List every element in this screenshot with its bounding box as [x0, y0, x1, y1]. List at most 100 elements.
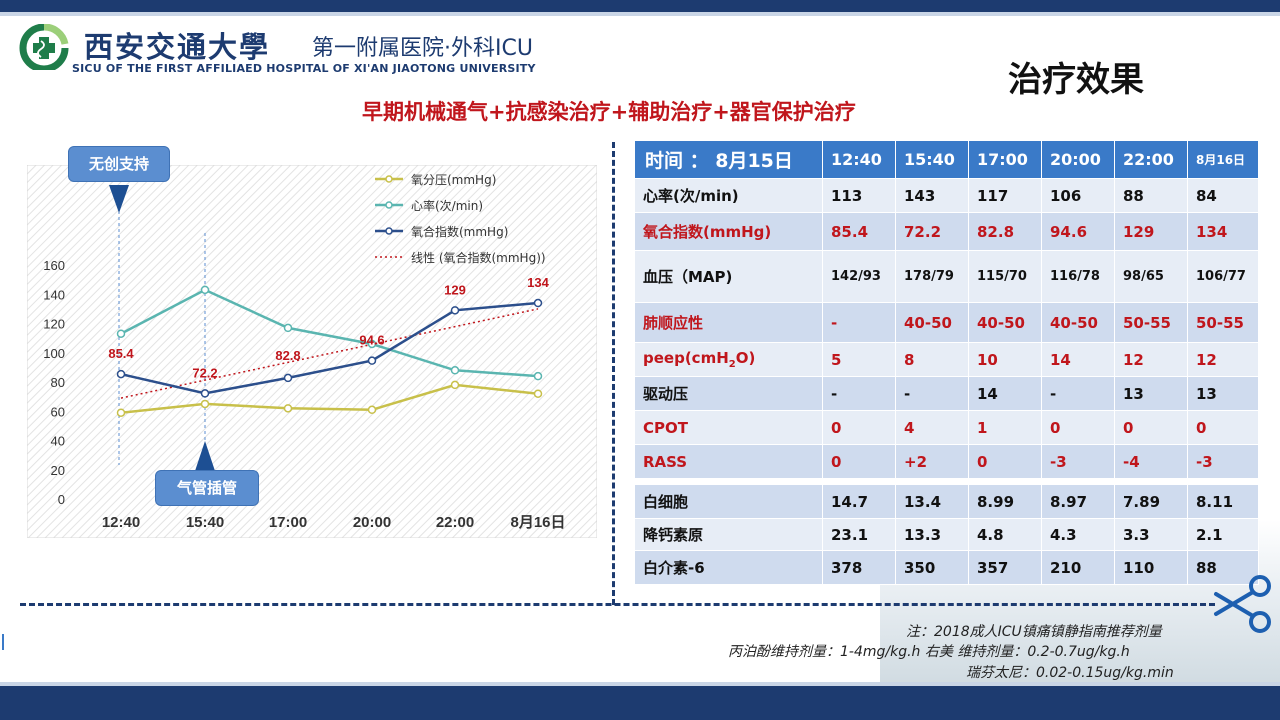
data-label: 129	[444, 282, 466, 297]
table-cell: 350	[895, 550, 969, 585]
table-row: 氧合指数(mmHg) 85.4 72.2 82.8 94.6 129 134	[634, 212, 1259, 251]
table-cell: RASS	[634, 444, 823, 479]
data-point	[200, 399, 210, 409]
table-cell: 115/70	[968, 250, 1042, 303]
table-cell: peep(cmH2O)	[634, 342, 823, 377]
bottom-bar	[0, 686, 1280, 720]
horizontal-divider	[20, 603, 1215, 606]
table-cell: 白细胞	[634, 484, 823, 519]
x-tick-label: 15:40	[186, 514, 224, 531]
table-cell: 129	[1114, 212, 1188, 251]
series-line-2	[120, 301, 539, 395]
data-point	[116, 329, 126, 338]
data-point	[116, 408, 126, 417]
top-stripe	[0, 12, 1280, 16]
table-cell: 8	[895, 342, 969, 377]
x-tick-label: 8月16日	[510, 514, 565, 531]
table-cell: 23.1	[822, 518, 896, 551]
table-row: 降钙素原 23.1 13.3 4.8 4.3 3.3 2.1	[634, 518, 1259, 551]
table-cell: 210	[1041, 550, 1115, 585]
table-cell: 106	[1041, 178, 1115, 213]
table-cell: 氧合指数(mmHg)	[634, 212, 823, 251]
table-cell: 8.11	[1187, 484, 1259, 519]
event-arrow-down	[109, 185, 129, 213]
table-cell: 4	[895, 410, 969, 445]
table-cell: 94.6	[1041, 212, 1115, 251]
table-cell: 4.8	[968, 518, 1042, 551]
y-tick-label: 160	[43, 258, 65, 273]
table-cell: 心率(次/min)	[634, 178, 823, 213]
table-cell: 178/79	[895, 250, 969, 303]
table-header-cell: 时间 ： 8月15日	[634, 140, 823, 179]
table-row: 心率(次/min) 113 143 117 106 88 84	[634, 178, 1259, 213]
data-point	[116, 369, 126, 379]
peep-subscript: 2	[728, 359, 736, 370]
y-tick-label: 120	[43, 317, 65, 332]
data-point	[367, 405, 377, 415]
legend-label: 线性 (氧合指数(mmHg))	[411, 250, 546, 265]
table-cell: 3.3	[1114, 518, 1188, 551]
table-row: CPOT 0 4 1 0 0 0	[634, 410, 1259, 445]
x-tick-label: 12:40	[102, 514, 140, 531]
x-tick-label: 17:00	[269, 514, 307, 531]
table-cell: 84	[1187, 178, 1259, 213]
table-cell: 4.3	[1041, 518, 1115, 551]
page-title: 治疗效果	[1008, 60, 1144, 100]
table-cell: 降钙素原	[634, 518, 823, 551]
peep-label: peep(cmH	[643, 349, 729, 367]
table-cell: 0	[1114, 410, 1188, 445]
table-cell: 0	[822, 444, 896, 479]
table-cell: -	[822, 302, 896, 343]
series-line-0	[120, 383, 539, 414]
table-cell: 40-50	[968, 302, 1042, 343]
data-point	[450, 380, 460, 390]
left-edge-mark	[2, 634, 4, 650]
x-tick-label: 22:00	[436, 514, 474, 531]
table-cell: 8.97	[1041, 484, 1115, 519]
legend-label: 氧分压(mmHg)	[411, 173, 496, 187]
table-row: RASS 0 +2 0 -3 -4 -3	[634, 444, 1259, 479]
data-point	[450, 366, 460, 375]
table-header-cell: 20:00	[1041, 140, 1115, 179]
y-tick-label: 60	[51, 404, 65, 419]
dosage-note: 丙泊酚维持剂量：1-4mg/kg.h 右美 维持剂量：0.2-0.7ug/kg.…	[728, 644, 1130, 660]
peep-label-tail: O)	[735, 349, 756, 367]
university-name: 西安交通大學	[84, 30, 271, 64]
table-cell: 110	[1114, 550, 1188, 585]
data-point	[533, 371, 543, 381]
legend-marker	[385, 227, 393, 235]
remifentanil-note: 瑞芬太尼：0.02-0.15ug/kg.min	[966, 665, 1174, 681]
data-point	[450, 306, 460, 315]
x-tick-label: 20:00	[353, 514, 391, 531]
table-cell: 143	[895, 178, 969, 213]
line-chart: 0 20 40 60 80 100 120 140 160 12:40 15:40 17:00 20:0…	[27, 165, 597, 538]
table-cell: -	[822, 376, 896, 411]
table-cell: 50-55	[1187, 302, 1259, 343]
table-cell: 0	[1041, 410, 1115, 445]
event-arrow-up	[195, 441, 215, 471]
table-cell: 40-50	[1041, 302, 1115, 343]
data-point	[283, 373, 293, 383]
clinical-data-table: 时间 ： 8月15日 12:40 15:40 17:00 20:00 22:00…	[634, 140, 1259, 585]
table-row: peep(cmH2O) 5 8 10 14 12 12	[634, 342, 1259, 377]
noninvasive-support-callout: 无创支持	[68, 146, 170, 182]
hospital-name: 第一附属医院·外科ICU	[312, 36, 533, 61]
vertical-divider	[612, 142, 615, 605]
table-cell: 85.4	[822, 212, 896, 251]
table-cell: 14	[968, 376, 1042, 411]
table-cell: 116/78	[1041, 250, 1115, 303]
table-cell: 378	[822, 550, 896, 585]
table-cell: 12	[1114, 342, 1188, 377]
data-point	[200, 389, 210, 398]
table-cell: 13.4	[895, 484, 969, 519]
intubation-callout: 气管插管	[155, 470, 259, 506]
table-cell: 白介素-6	[634, 550, 823, 585]
table-cell: 88	[1187, 550, 1259, 585]
data-point	[533, 389, 543, 398]
scissors-icon	[1214, 575, 1271, 633]
y-tick-label: 20	[51, 463, 65, 478]
table-cell: 13.3	[895, 518, 969, 551]
data-point	[283, 323, 293, 333]
table-cell: 142/93	[822, 250, 896, 303]
top-bar	[0, 0, 1280, 12]
